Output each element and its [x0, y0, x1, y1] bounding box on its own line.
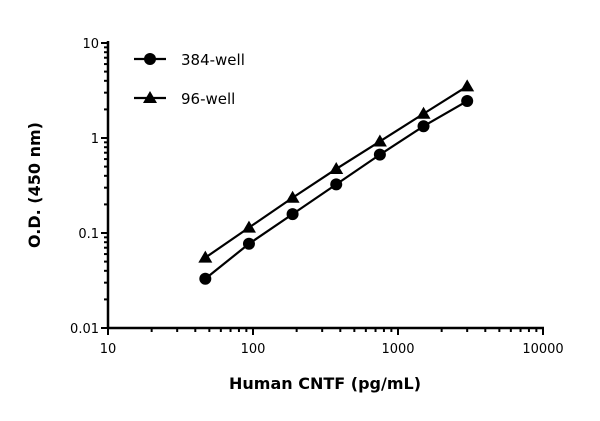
series-group — [198, 79, 475, 285]
x-tick-label: 10000 — [522, 342, 563, 357]
data-point-circle — [373, 148, 386, 161]
series-96-well — [198, 79, 475, 263]
data-point-triangle — [372, 134, 387, 147]
axes: 10 100 1000 10000 0.01 0.1 1 10 — [70, 37, 564, 357]
data-point-circle — [330, 178, 343, 191]
data-point-triangle — [285, 190, 300, 203]
legend: 384-well 96-well — [134, 51, 245, 108]
y-axis-label: O.D. (450 nm) — [25, 122, 44, 248]
legend-label: 384-well — [181, 51, 245, 69]
x-tick-label: 1000 — [381, 342, 414, 357]
x-tick-label: 10 — [100, 342, 117, 357]
x-tick-label: 100 — [241, 342, 266, 357]
data-point-triangle — [460, 79, 475, 92]
data-point-triangle — [143, 91, 157, 103]
data-point-triangle — [241, 220, 256, 233]
data-point-circle — [199, 272, 212, 285]
data-point-circle — [417, 120, 430, 133]
data-point-circle — [286, 208, 299, 221]
y-tick-label: 0.1 — [78, 227, 99, 242]
data-point-triangle — [416, 106, 431, 119]
y-tick-label: 0.01 — [70, 322, 99, 337]
data-point-triangle — [329, 161, 344, 174]
y-tick-label: 1 — [91, 132, 99, 147]
legend-label: 96-well — [181, 90, 235, 108]
series-384-well — [199, 95, 474, 285]
y-tick-label: 10 — [82, 37, 99, 52]
data-point-circle — [242, 237, 255, 250]
data-point-circle — [144, 53, 156, 65]
data-point-triangle — [198, 250, 213, 263]
x-axis-label: Human CNTF (pg/mL) — [229, 374, 421, 393]
data-point-circle — [461, 95, 474, 108]
